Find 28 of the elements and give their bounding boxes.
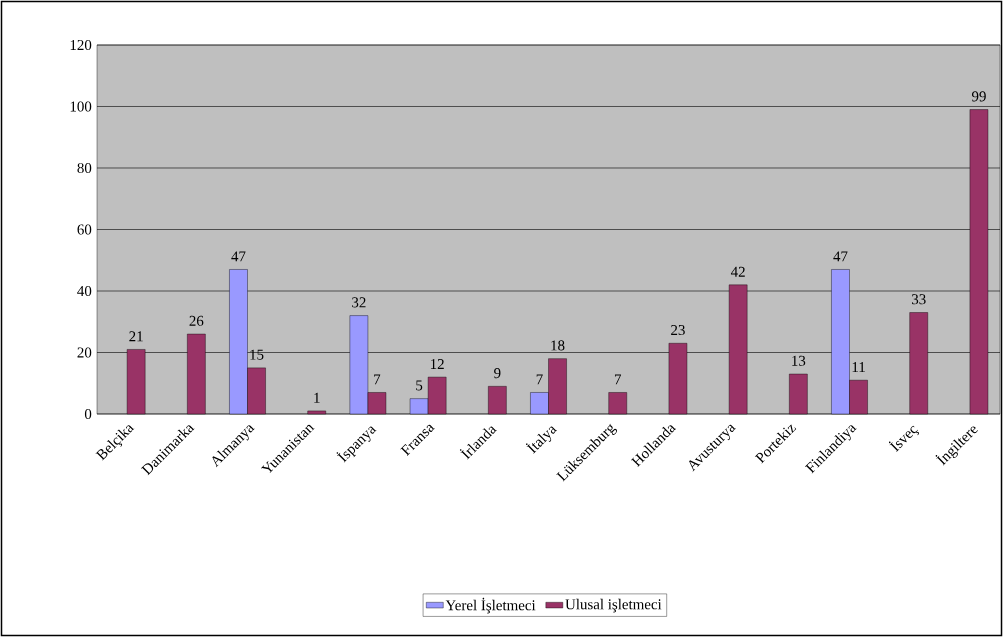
data-label: 99 [971, 91, 986, 102]
y-tick-label: 40 [77, 285, 92, 297]
data-label: 33 [911, 294, 926, 305]
data-label: 32 [352, 297, 366, 308]
y-tick-label: 120 [70, 39, 92, 51]
data-label: 12 [430, 359, 444, 369]
data-label: 42 [730, 266, 745, 277]
data-label: 7 [374, 374, 381, 385]
legend-label: Yerel İşletmeci [445, 597, 536, 614]
data-label: 13 [792, 355, 806, 366]
data-label: 26 [189, 315, 204, 326]
y-tick-label: 100 [70, 101, 92, 112]
legend-label: Ulusal işletmeci [565, 598, 662, 613]
y-tick-label: 20 [77, 347, 92, 358]
data-label: 5 [416, 380, 423, 391]
data-label: 47 [833, 251, 848, 262]
y-tick-label: 60 [77, 224, 92, 235]
data-label: 7 [536, 374, 543, 385]
data-label: 9 [494, 368, 501, 379]
data-label: 23 [671, 325, 685, 336]
data-label: 11 [852, 362, 865, 372]
y-tick-label: 0 [84, 408, 92, 420]
data-label: 7 [614, 374, 622, 385]
data-label: 47 [231, 251, 246, 262]
data-label: 1 [314, 392, 320, 403]
data-label: 21 [129, 331, 143, 342]
data-label: 18 [551, 340, 565, 351]
y-tick-label: 80 [77, 162, 92, 174]
